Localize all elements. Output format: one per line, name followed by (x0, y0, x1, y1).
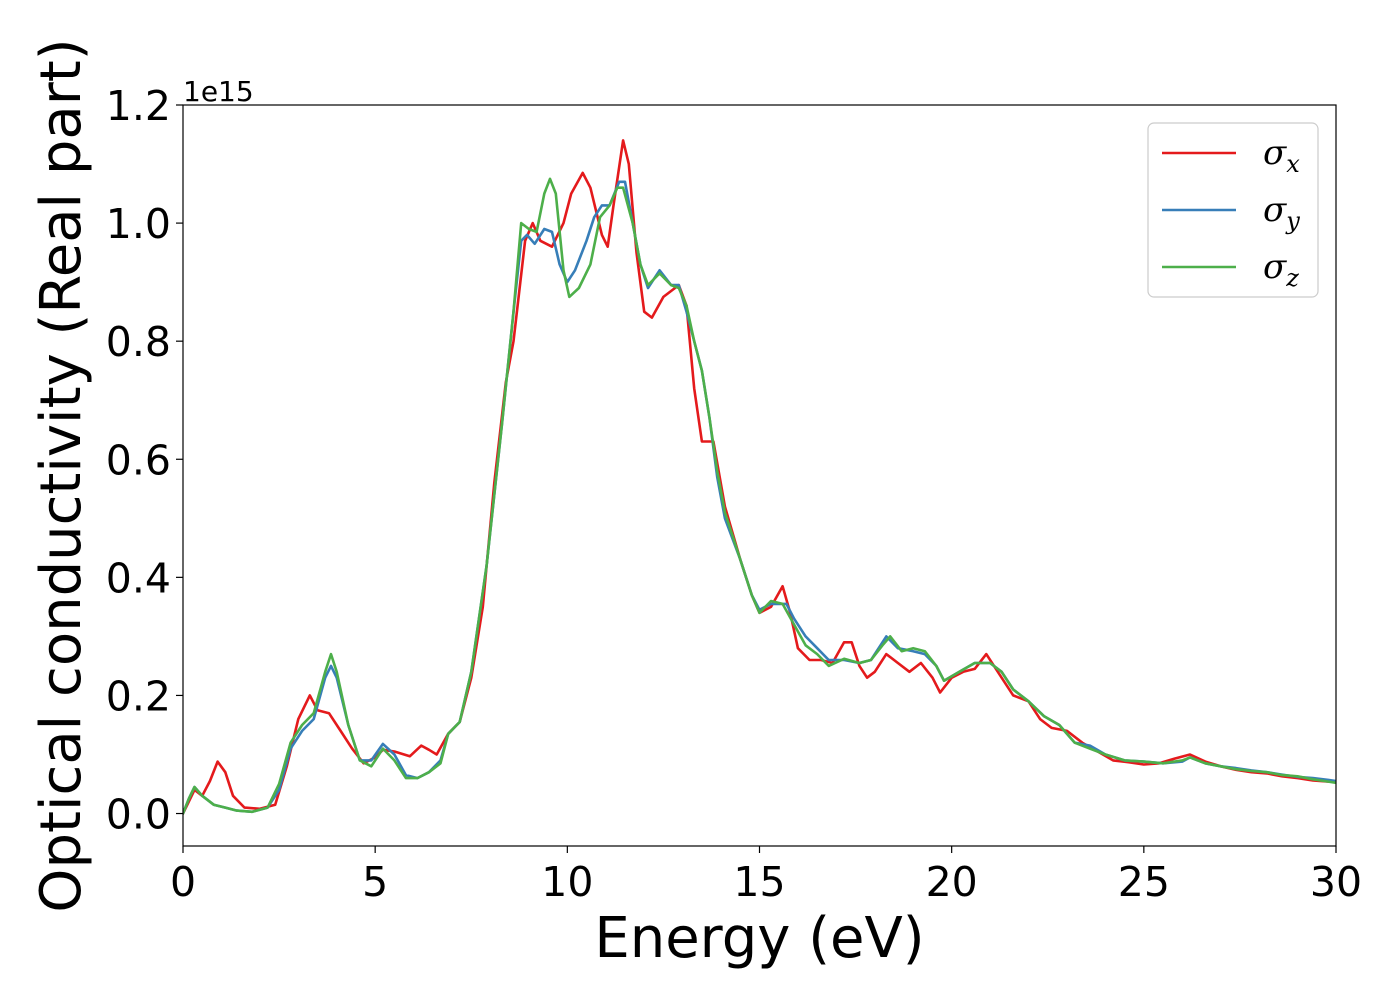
x-tick-label: 30 (1310, 858, 1362, 906)
y-tick-label: 0.4 (106, 554, 171, 602)
x-tick-label: 20 (926, 858, 978, 906)
x-tick-label: 25 (1118, 858, 1170, 906)
x-tick-label: 5 (362, 858, 388, 906)
x-tick-label: 15 (733, 858, 785, 906)
y-offset-label: 1e15 (183, 75, 254, 108)
y-tick-label: 1.0 (106, 200, 171, 248)
series-line-x (183, 139, 1336, 815)
y-tick-label: 0.0 (106, 791, 171, 839)
y-axis-title: Optical conductivity (Real part) (29, 38, 94, 912)
x-axis-ticks: 0 5 10 15 20 25 30 (170, 846, 1362, 906)
x-tick-label: 0 (170, 858, 196, 906)
series-line-z (183, 177, 1336, 815)
series-lines (183, 139, 1336, 815)
y-tick-label: 0.8 (106, 318, 171, 366)
y-axis-ticks: 0.0 0.2 0.4 0.6 0.8 1.0 1.2 (106, 82, 183, 839)
y-tick-label: 0.6 (106, 436, 171, 484)
y-tick-label: 1.2 (106, 82, 171, 130)
y-tick-label: 0.2 (106, 672, 171, 720)
x-axis-title: Energy (eV) (594, 906, 924, 971)
x-tick-label: 10 (541, 858, 593, 906)
